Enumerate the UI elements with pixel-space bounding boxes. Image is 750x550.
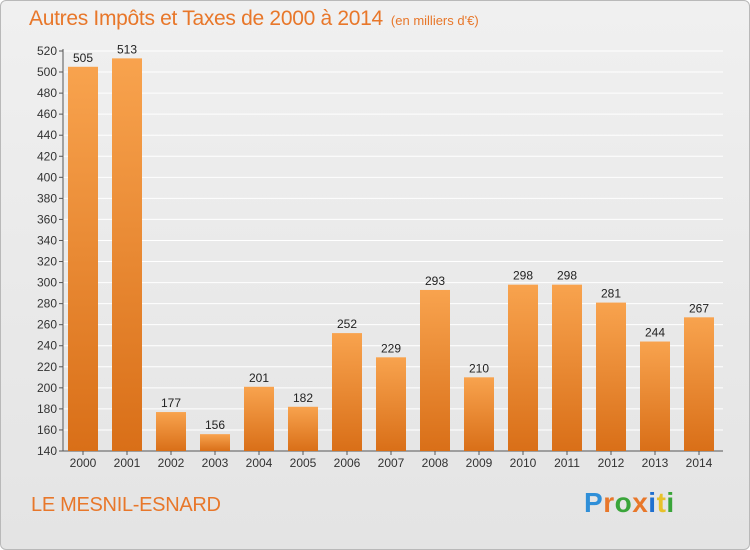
data-label-2005: 182 — [293, 391, 313, 405]
x-tick-label-2000: 2000 — [70, 456, 97, 470]
y-tick-label: 420 — [37, 149, 57, 163]
data-label-2003: 156 — [205, 418, 225, 432]
data-label-2002: 177 — [161, 396, 181, 410]
bar-2013 — [640, 341, 670, 451]
proxiti-logo: Proxiti — [584, 487, 675, 519]
y-tick-label: 280 — [37, 297, 57, 311]
x-tick-label-2014: 2014 — [686, 456, 713, 470]
bar-2007 — [376, 357, 406, 451]
x-tick-label-2008: 2008 — [422, 456, 449, 470]
data-label-2007: 229 — [381, 341, 401, 355]
x-tick-label-2010: 2010 — [510, 456, 537, 470]
y-tick-label: 400 — [37, 170, 57, 184]
logo-letter: t — [656, 487, 667, 518]
y-tick-label: 460 — [37, 107, 57, 121]
y-tick-label: 240 — [37, 339, 57, 353]
data-label-2010: 298 — [513, 269, 533, 283]
location-label: LE MESNIL-ESNARD — [31, 494, 221, 516]
y-tick-label: 300 — [37, 276, 57, 290]
logo-letter: i — [666, 487, 675, 518]
y-tick-label: 340 — [37, 233, 57, 247]
y-tick-label: 500 — [37, 65, 57, 79]
bar-2014 — [684, 317, 714, 451]
data-label-2009: 210 — [469, 361, 489, 375]
data-label-2012: 281 — [601, 287, 621, 301]
data-label-2011: 298 — [557, 269, 577, 283]
x-tick-label-2009: 2009 — [466, 456, 493, 470]
chart-title: Autres Impôts et Taxes de 2000 à 2014 (en… — [29, 7, 479, 31]
x-tick-label-2002: 2002 — [158, 456, 185, 470]
data-label-2001: 513 — [117, 42, 137, 56]
x-tick-label-2012: 2012 — [598, 456, 625, 470]
y-tick-label: 140 — [37, 444, 57, 458]
x-tick-label-2007: 2007 — [378, 456, 405, 470]
axes: 140 160 180 200 220 240 260 280 300 320 340 360 380 4… — [37, 44, 723, 458]
bar-2008 — [420, 289, 450, 451]
logo-letter: i — [648, 487, 657, 518]
y-tick-label: 180 — [37, 402, 57, 416]
bar-2000 — [68, 66, 98, 451]
y-tick-label: 320 — [37, 255, 57, 269]
data-label-2004: 201 — [249, 371, 269, 385]
bar-2003 — [200, 434, 230, 451]
bar-2004 — [244, 386, 274, 451]
data-label-2008: 293 — [425, 274, 445, 288]
bar-2010 — [508, 284, 538, 451]
data-label-2006: 252 — [337, 317, 357, 331]
y-tick-label: 220 — [37, 360, 57, 374]
labels: 505 2000 513 2001 177 2002 156 2003 201 2004 182 20… — [70, 42, 713, 470]
logo-letter: o — [614, 487, 633, 518]
y-tick-label: 480 — [37, 86, 57, 100]
bar-2012 — [596, 302, 626, 451]
x-tick-label-2013: 2013 — [642, 456, 669, 470]
chart-title-text: Autres Impôts et Taxes de 2000 à 2014 — [29, 7, 383, 30]
x-tick-label-2005: 2005 — [290, 456, 317, 470]
chart-subtitle: (en milliers d'€) — [390, 13, 479, 28]
x-tick-label-2011: 2011 — [554, 456, 580, 470]
y-tick-label: 520 — [37, 44, 57, 58]
x-tick-label-2006: 2006 — [334, 456, 361, 470]
data-label-2014: 267 — [689, 301, 709, 315]
data-label-2000: 505 — [73, 51, 93, 65]
bars — [68, 58, 714, 452]
logo-letter: x — [632, 487, 649, 518]
x-tick-label-2003: 2003 — [202, 456, 229, 470]
y-tick-label: 260 — [37, 318, 57, 332]
y-tick-label: 380 — [37, 191, 57, 205]
bar-2002 — [156, 412, 186, 451]
y-tick-label: 440 — [37, 128, 57, 142]
bar-2001 — [112, 58, 142, 452]
y-tick-label: 160 — [37, 423, 57, 437]
logo-letter: r — [603, 487, 615, 518]
bar-2006 — [332, 333, 362, 451]
bar-2011 — [552, 284, 582, 451]
y-tick-label: 200 — [37, 381, 57, 395]
bar-2005 — [288, 406, 318, 451]
logo-letter: P — [584, 487, 604, 518]
data-label-2013: 244 — [645, 326, 665, 340]
bar-2009 — [464, 377, 494, 451]
x-tick-label-2001: 2001 — [114, 456, 141, 470]
x-tick-label-2004: 2004 — [246, 456, 273, 470]
y-tick-label: 360 — [37, 212, 57, 226]
